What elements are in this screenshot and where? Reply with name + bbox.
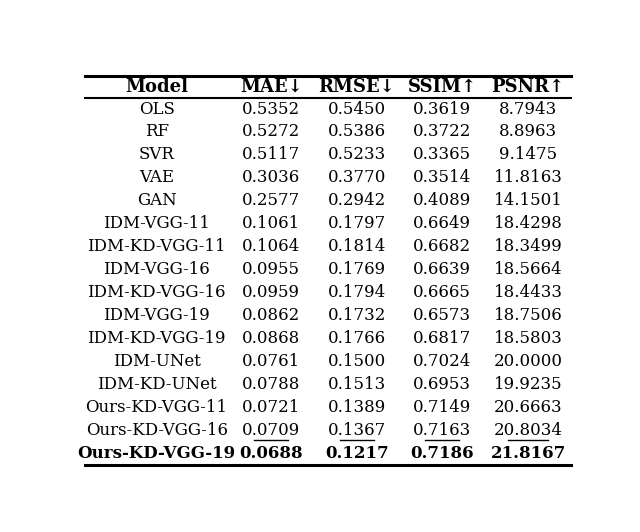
Text: 0.3619: 0.3619 [413,101,471,118]
Text: 0.7186: 0.7186 [410,445,474,462]
Text: 18.4298: 18.4298 [493,215,563,232]
Text: 0.7149: 0.7149 [413,400,471,417]
Text: 0.4089: 0.4089 [413,193,471,210]
Text: IDM-UNet: IDM-UNet [113,353,200,370]
Text: 0.1513: 0.1513 [328,376,386,393]
Text: Ours-KD-VGG-19: Ours-KD-VGG-19 [77,445,236,462]
Text: 0.3722: 0.3722 [413,123,472,140]
Text: 0.1766: 0.1766 [328,330,386,347]
Text: OLS: OLS [139,101,175,118]
Text: 0.3036: 0.3036 [242,170,300,186]
Text: SVR: SVR [139,146,175,163]
Text: IDM-KD-UNet: IDM-KD-UNet [97,376,216,393]
Text: 0.1794: 0.1794 [328,285,386,302]
Text: PSNR↑: PSNR↑ [492,78,564,96]
Text: 0.6682: 0.6682 [413,238,471,255]
Text: 0.6573: 0.6573 [413,307,471,325]
Text: 0.1500: 0.1500 [328,353,386,370]
Text: MAE↓: MAE↓ [240,78,303,96]
Text: 9.1475: 9.1475 [499,146,557,163]
Text: RMSE↓: RMSE↓ [318,78,395,96]
Text: 0.6953: 0.6953 [413,376,471,393]
Text: IDM-KD-VGG-16: IDM-KD-VGG-16 [88,285,226,302]
Text: 19.9235: 19.9235 [493,376,563,393]
Text: 0.6649: 0.6649 [413,215,471,232]
Text: 0.7024: 0.7024 [413,353,472,370]
Text: 0.2942: 0.2942 [328,193,386,210]
Text: 0.5386: 0.5386 [328,123,386,140]
Text: Ours-KD-VGG-11: Ours-KD-VGG-11 [86,400,228,417]
Text: 0.7163: 0.7163 [413,422,471,439]
Text: 0.0688: 0.0688 [239,445,303,462]
Text: 11.8163: 11.8163 [493,170,563,186]
Text: 0.1769: 0.1769 [328,261,386,278]
Text: 20.0000: 20.0000 [493,353,563,370]
Text: 18.4433: 18.4433 [493,285,563,302]
Text: 0.3365: 0.3365 [413,146,471,163]
Text: IDM-VGG-16: IDM-VGG-16 [103,261,210,278]
Text: 0.0788: 0.0788 [242,376,300,393]
Text: 0.2577: 0.2577 [242,193,300,210]
Text: 0.1797: 0.1797 [328,215,386,232]
Text: 18.5664: 18.5664 [493,261,563,278]
Text: SSIM↑: SSIM↑ [408,78,477,96]
Text: 0.1732: 0.1732 [328,307,386,325]
Text: VAE: VAE [139,170,174,186]
Text: 8.8963: 8.8963 [499,123,557,140]
Text: 0.3770: 0.3770 [328,170,386,186]
Text: 20.8034: 20.8034 [493,422,563,439]
Text: 0.0721: 0.0721 [242,400,300,417]
Text: 0.1389: 0.1389 [328,400,386,417]
Text: 0.5450: 0.5450 [328,101,386,118]
Text: IDM-KD-VGG-19: IDM-KD-VGG-19 [88,330,226,347]
Text: RF: RF [145,123,169,140]
Text: 18.5803: 18.5803 [493,330,563,347]
Text: 0.6817: 0.6817 [413,330,471,347]
Text: 0.5233: 0.5233 [328,146,386,163]
Text: Model: Model [125,78,188,96]
Text: 0.6665: 0.6665 [413,285,471,302]
Text: 20.6663: 20.6663 [493,400,563,417]
Text: 0.1061: 0.1061 [242,215,300,232]
Text: 0.1814: 0.1814 [328,238,386,255]
Text: 0.0955: 0.0955 [242,261,300,278]
Text: Ours-KD-VGG-16: Ours-KD-VGG-16 [86,422,228,439]
Text: 18.7506: 18.7506 [493,307,563,325]
Text: 0.0959: 0.0959 [242,285,300,302]
Text: 0.0709: 0.0709 [242,422,300,439]
Text: 8.7943: 8.7943 [499,101,557,118]
Text: 0.1217: 0.1217 [325,445,388,462]
Text: IDM-VGG-11: IDM-VGG-11 [103,215,210,232]
Text: 0.3514: 0.3514 [413,170,471,186]
Text: 0.0862: 0.0862 [242,307,300,325]
Text: 18.3499: 18.3499 [493,238,563,255]
Text: 0.6639: 0.6639 [413,261,471,278]
Text: GAN: GAN [137,193,177,210]
Text: 0.0761: 0.0761 [242,353,300,370]
Text: IDM-KD-VGG-11: IDM-KD-VGG-11 [87,238,226,255]
Text: 0.1367: 0.1367 [328,422,386,439]
Text: 0.5117: 0.5117 [242,146,300,163]
Text: 0.0868: 0.0868 [242,330,300,347]
Text: 0.1064: 0.1064 [242,238,300,255]
Text: 0.5352: 0.5352 [242,101,300,118]
Text: 21.8167: 21.8167 [490,445,566,462]
Text: 0.5272: 0.5272 [242,123,300,140]
Text: 14.1501: 14.1501 [493,193,563,210]
Text: IDM-VGG-19: IDM-VGG-19 [103,307,210,325]
